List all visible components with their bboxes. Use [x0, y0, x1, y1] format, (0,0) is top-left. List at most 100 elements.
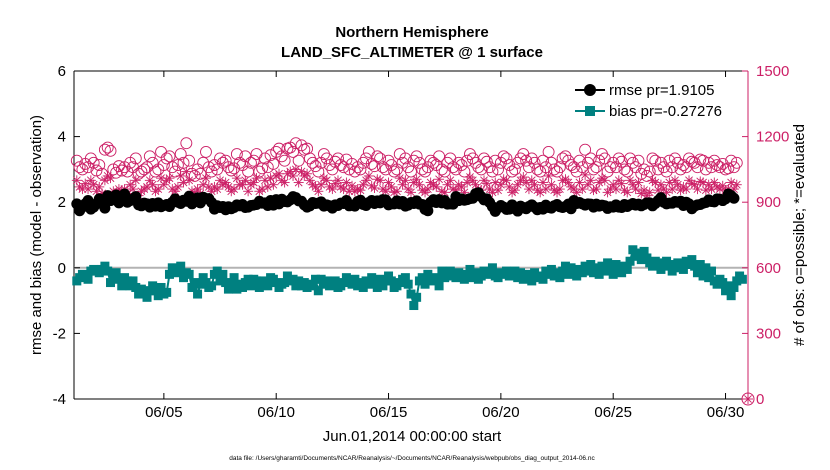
asterisk-stroke — [182, 167, 191, 176]
asterisk-stroke — [176, 172, 185, 180]
bias-point — [485, 268, 495, 278]
asterisk-stroke — [216, 176, 224, 185]
bias-point — [625, 256, 635, 266]
rmse-series — [71, 187, 740, 217]
asterisk-stroke — [334, 176, 342, 185]
bias-point — [558, 266, 568, 276]
asterisk-stroke — [440, 188, 449, 197]
asterisk-stroke — [305, 176, 314, 185]
evaluated-obs-point — [240, 175, 251, 186]
bias-point — [375, 274, 385, 284]
x-tick-label: 06/15 — [370, 404, 408, 421]
possible-obs-point — [171, 159, 184, 171]
possible-obs-point — [705, 161, 718, 174]
bias-point — [465, 264, 475, 274]
asterisk-stroke — [129, 185, 137, 193]
asterisk-stroke — [634, 178, 643, 187]
possible-obs-point — [329, 155, 342, 168]
y-tick-label-left: 6 — [58, 63, 66, 80]
bias-point — [125, 281, 135, 291]
x-axis-label: Jun.01,2014 00:00:00 start — [323, 428, 502, 445]
possible-obs-point — [354, 163, 367, 176]
evaluated-obs-point — [212, 184, 223, 195]
bias-point — [524, 269, 534, 279]
bias-point — [538, 274, 548, 284]
possible-obs-point — [205, 165, 218, 178]
bias-point — [667, 266, 677, 276]
asterisk-stroke — [626, 176, 634, 185]
bias-point — [471, 268, 481, 278]
possible-obs-point — [149, 165, 162, 178]
y-tick-label-right: 1200 — [756, 129, 789, 146]
asterisk-stroke — [81, 179, 90, 188]
bias-point — [617, 268, 627, 278]
bias-point — [412, 292, 422, 302]
y-tick-label-left: 4 — [58, 129, 66, 146]
bias-point — [712, 279, 722, 289]
bias-point — [134, 289, 144, 299]
possible-obs-point — [250, 148, 263, 161]
asterisk-stroke — [432, 182, 441, 191]
asterisk-stroke — [623, 188, 632, 197]
asterisk-stroke — [407, 188, 415, 197]
evaluated-obs-point — [327, 184, 338, 195]
y-tick-label-left: 0 — [58, 260, 66, 277]
x-tick-label: 06/30 — [707, 404, 745, 421]
asterisk-stroke — [505, 182, 514, 191]
bias-point — [417, 273, 427, 283]
asterisk-stroke — [275, 169, 283, 178]
possible-obs-point — [371, 150, 384, 163]
possible-obs-point — [573, 154, 586, 167]
legend-label-rmse: rmse pr=1.9105 — [609, 82, 714, 99]
legend-label-bias: bias pr=-0.27276 — [609, 103, 722, 120]
bias-point — [184, 269, 194, 279]
asterisk-stroke — [693, 185, 702, 193]
possible-obs-point — [730, 156, 743, 169]
bias-point — [662, 256, 672, 266]
bias-point — [729, 282, 739, 292]
bias-point — [678, 264, 688, 274]
possible-obs-point — [278, 154, 291, 167]
bias-point — [142, 292, 152, 302]
evaluated-obs-point — [481, 178, 492, 189]
asterisk-stroke — [291, 165, 300, 174]
asterisk-stroke — [710, 178, 719, 187]
possible-obs-point — [548, 163, 561, 176]
asterisk-stroke — [89, 180, 98, 189]
possible-obs-point — [200, 145, 212, 158]
bias-point — [128, 276, 138, 286]
asterisk-stroke — [297, 167, 306, 176]
asterisk-stroke — [657, 180, 665, 189]
possible-obs-point — [247, 154, 260, 167]
possible-obs-point — [129, 152, 142, 165]
possible-obs-point — [713, 161, 726, 174]
asterisk-stroke — [544, 172, 553, 180]
asterisk-stroke — [322, 176, 331, 185]
bias-point — [386, 276, 396, 286]
bias-point — [527, 276, 537, 286]
asterisk-stroke — [387, 182, 396, 191]
bias-point — [288, 274, 298, 284]
bias-point — [563, 269, 573, 279]
possible-obs-point — [663, 154, 676, 167]
bias-point — [162, 287, 172, 297]
bias-point — [468, 273, 478, 283]
asterisk-stroke — [106, 174, 115, 183]
evaluated-obs-point — [585, 175, 596, 186]
possible-obs-point — [497, 150, 510, 163]
possible-obs-point — [410, 150, 423, 163]
evaluated-obs-point — [375, 175, 386, 186]
bias-series — [72, 245, 747, 311]
asterisk-stroke — [617, 179, 626, 188]
evaluated-obs-point — [369, 182, 380, 193]
possible-obs-point — [138, 163, 151, 176]
asterisk-stroke — [230, 185, 238, 193]
possible-obs-point — [222, 161, 235, 174]
y-tick-label-right: 600 — [756, 260, 781, 277]
possible-obs-point — [542, 145, 555, 158]
bias-point — [608, 269, 618, 279]
bias-point — [243, 274, 253, 284]
bias-point — [569, 266, 579, 276]
possible-obs-point — [388, 165, 401, 178]
